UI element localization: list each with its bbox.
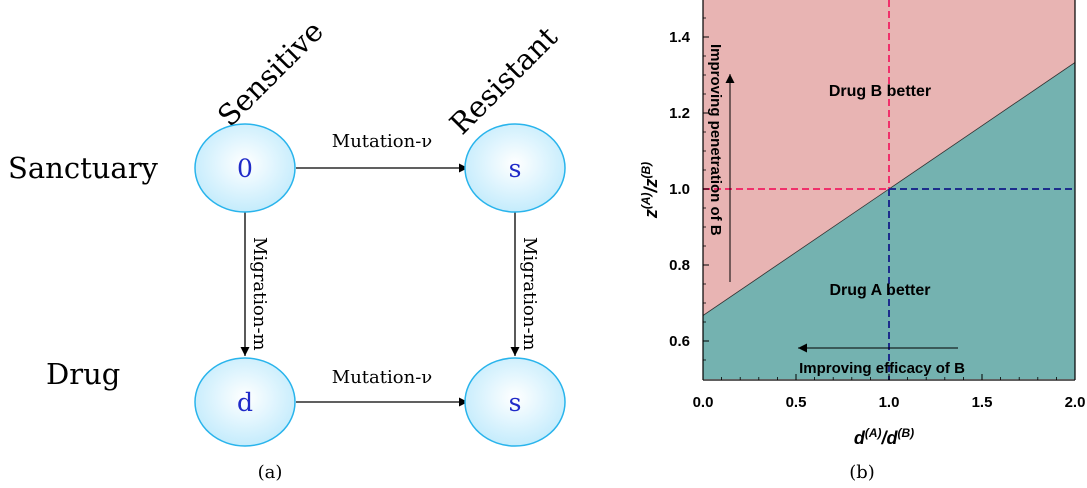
x-tick-label: 1.5 [972, 394, 993, 411]
caption-b: (b) [849, 462, 875, 483]
region-label-lower: Drug A better [829, 282, 930, 299]
caption-a: (a) [258, 462, 283, 483]
y-tick-label: 1.0 [669, 181, 690, 198]
node-drug-resistant: s [464, 357, 566, 447]
penetration-arrow-label: Improving penetration of B [707, 44, 724, 236]
row-label-drug: Drug [46, 357, 120, 391]
mutation-label-bottom: Mutation-ν [332, 367, 432, 388]
chart-panel: Drug B better Drug A better Improving pene… [639, 0, 1085, 483]
column-label-sensitive: Sensitive [211, 14, 330, 133]
column-label-resistant: Resistant [443, 20, 564, 141]
migration-label-left: Migration-m [249, 237, 270, 351]
region-label-upper: Drug B better [829, 83, 931, 100]
node-sanctuary-sensitive: 0 [194, 123, 296, 213]
node-sanctuary-resistant: s [464, 123, 566, 213]
x-tick-label: 0.5 [786, 394, 807, 411]
x-tick-label: 0.0 [693, 394, 714, 411]
y-tick-label: 0.6 [669, 333, 690, 350]
node-label: d [237, 388, 253, 417]
y-tick-label: 1.2 [669, 105, 690, 122]
row-label-sanctuary: Sanctuary [8, 151, 159, 185]
node-drug-sensitive: d [194, 357, 296, 447]
y-tick-label: 0.8 [669, 257, 690, 274]
node-label: s [509, 154, 522, 183]
efficacy-arrow-label: Improving efficacy of B [799, 360, 965, 377]
mutation-label-top: Mutation-ν [332, 131, 432, 152]
node-label: s [509, 388, 522, 417]
x-tick-label: 2.0 [1065, 394, 1086, 411]
diagram-panel: Sensitive Resistant Sanctuary Drug Mutat… [8, 14, 566, 483]
x-tick-label: 1.0 [879, 394, 900, 411]
y-tick-label: 1.4 [669, 29, 691, 46]
y-axis-label: z(A)/z(B) [639, 162, 661, 219]
x-axis-label: d(A)/d(B) [854, 426, 914, 448]
region-drug-a-better [703, 62, 1075, 380]
migration-label-right: Migration-m [519, 237, 540, 351]
node-label: 0 [237, 154, 253, 183]
